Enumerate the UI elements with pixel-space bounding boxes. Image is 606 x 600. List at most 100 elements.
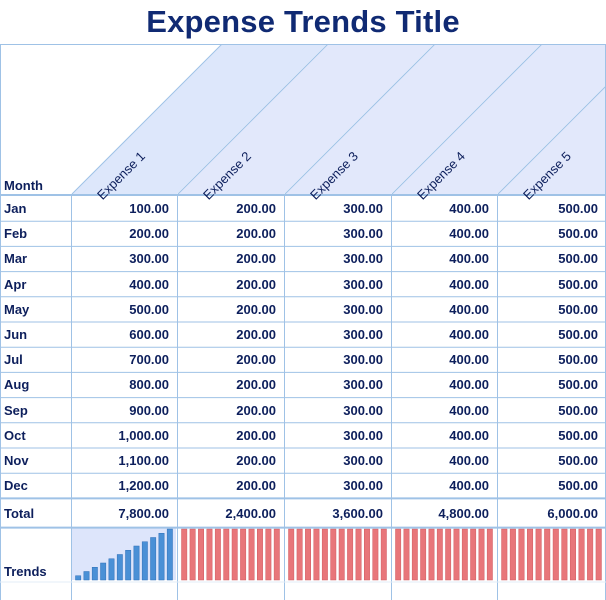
value-cell: 500.00 [129,301,169,317]
sparkline-bar [240,528,247,581]
value-cell: 500.00 [558,453,598,468]
value-cell: 300.00 [343,327,383,342]
sparkline-bar [338,528,345,581]
value-cell: 200.00 [236,301,276,317]
value-cell: 400.00 [449,427,489,443]
value-cell: 300.00 [343,352,383,368]
value-cell: 400.00 [449,402,489,418]
sparkline-bar [125,550,132,581]
header-band [285,44,541,194]
sparkline-bar [321,528,328,581]
value-cell: 100.00 [129,201,169,216]
month-cell: Jul [4,352,23,368]
value-cell: 200.00 [236,352,276,368]
value-cell: 200.00 [129,226,169,242]
sparkline-bar [100,562,107,581]
value-cell: 300.00 [343,478,383,494]
value-cell: 400.00 [449,226,489,242]
sparkline-bar [273,528,280,581]
value-cell: 900.00 [129,402,169,418]
value-cell: 300.00 [343,402,383,418]
sparkline-bar [411,528,418,581]
value-cell: 400.00 [129,276,169,292]
value-cell: 400.00 [449,453,489,468]
table-row: Oct 1,000.00 200.00 300.00 400.00 500.00 [0,423,606,448]
sparkline-bar [509,528,516,581]
sparkline-bar [347,528,354,581]
sparkline-bar [189,528,196,581]
total-label: Total [4,506,35,522]
value-cell: 300.00 [129,251,169,267]
month-cell: Dec [4,478,28,494]
header-band [392,44,606,194]
sparkline-bar [223,528,230,581]
sparkline-bar [535,528,542,581]
month-cell: Aug [4,377,30,393]
value-cell: 500.00 [558,276,598,292]
value-cell: 700.00 [129,352,169,368]
sparkline-bar [445,528,452,581]
sparkline-bar [420,528,427,581]
value-cell: 500.00 [558,402,598,418]
value-cell: 500.00 [558,352,598,368]
value-cell: 300.00 [343,276,383,292]
expense-table: Month Expense 1 Expense 2 Expense 3 Expense… [0,44,606,600]
table-row: Mar 300.00 200.00 300.00 400.00 500.00 [0,246,606,271]
page-title: Expense Trends Title [146,4,460,39]
sparkline-bar [296,528,303,581]
value-cell: 500.00 [558,377,598,393]
sparkline-bar [561,528,568,581]
total-value-cell: 6,000.00 [547,506,598,522]
sparkline-bar [133,545,140,581]
value-cell: 300.00 [343,427,383,443]
value-cell: 600.00 [129,327,169,342]
sparkline-bar [587,528,594,581]
value-cell: 200.00 [236,276,276,292]
value-cell: 300.00 [343,453,383,468]
value-cell: 1,000.00 [118,427,169,443]
month-cell: Oct [4,427,26,443]
table-row: Feb 200.00 200.00 300.00 400.00 500.00 [0,221,606,246]
sparkline-bar [380,528,387,581]
table-row: Jul 700.00 200.00 300.00 400.00 500.00 [0,347,606,372]
value-cell: 500.00 [558,251,598,267]
sparkline-bar [91,567,98,581]
sparkline-bar [578,528,585,581]
month-cell: Nov [4,453,29,468]
sparkline-bar [364,528,370,581]
value-cell: 500.00 [558,226,598,242]
month-cell: Mar [4,251,28,267]
table-row: May 500.00 200.00 300.00 400.00 500.00 [0,297,606,322]
sparkline-bar [83,571,90,581]
value-cell: 200.00 [236,402,276,418]
sparkline-bar [486,528,493,581]
trend-sparklines [72,527,602,581]
header-diagonal-bands [0,44,606,196]
total-row: Total 7,800.00 2,400.00 3,600.00 4,800.00 6,0… [0,501,606,526]
month-cell: Jun [4,327,28,342]
table-row: Aug 800.00 200.00 300.00 400.00 500.00 [0,372,606,397]
sparkline-bar [330,528,337,581]
value-cell: 300.00 [343,201,383,216]
value-cell: 400.00 [449,478,489,494]
sparkline-bar [501,528,508,581]
sparkline-bar [453,528,460,581]
table-row: Apr 400.00 200.00 300.00 400.00 500.00 [0,272,606,297]
header-divider-line [391,44,543,195]
sparkline-bar [595,528,602,581]
total-value-cell: 4,800.00 [438,506,489,522]
sparkline-bar [158,533,165,581]
value-cell: 500.00 [558,478,598,494]
month-cell: Apr [4,276,27,292]
sparkline-bar [428,528,435,581]
trends-label: Trends [4,564,47,579]
value-cell: 400.00 [449,276,489,292]
value-cell: 1,100.00 [118,453,169,468]
month-cell: May [4,301,30,317]
value-cell: 200.00 [236,327,276,342]
total-value-cell: 7,800.00 [118,506,169,522]
header-divider-line [284,44,436,195]
sparkline-bar [248,528,255,581]
month-cell: Jan [4,201,27,216]
sparkline-bar [150,537,157,581]
